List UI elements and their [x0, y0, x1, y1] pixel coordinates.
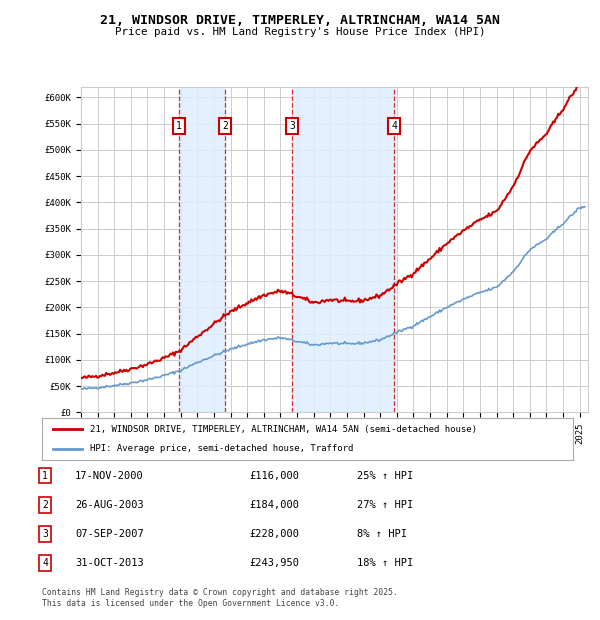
Text: 4: 4 — [42, 558, 48, 568]
Text: 21, WINDSOR DRIVE, TIMPERLEY, ALTRINCHAM, WA14 5AN: 21, WINDSOR DRIVE, TIMPERLEY, ALTRINCHAM… — [100, 14, 500, 27]
Text: £184,000: £184,000 — [249, 500, 299, 510]
Text: 27% ↑ HPI: 27% ↑ HPI — [357, 500, 413, 510]
Text: 4: 4 — [391, 121, 397, 131]
Text: £228,000: £228,000 — [249, 529, 299, 539]
Text: £116,000: £116,000 — [249, 471, 299, 480]
Text: 1: 1 — [42, 471, 48, 480]
Text: £243,950: £243,950 — [249, 558, 299, 568]
Text: 2: 2 — [42, 500, 48, 510]
Text: Price paid vs. HM Land Registry's House Price Index (HPI): Price paid vs. HM Land Registry's House … — [115, 27, 485, 37]
Text: 8% ↑ HPI: 8% ↑ HPI — [357, 529, 407, 539]
Text: 2: 2 — [222, 121, 228, 131]
Text: 25% ↑ HPI: 25% ↑ HPI — [357, 471, 413, 480]
Text: Contains HM Land Registry data © Crown copyright and database right 2025.
This d: Contains HM Land Registry data © Crown c… — [42, 588, 398, 608]
Text: 07-SEP-2007: 07-SEP-2007 — [75, 529, 144, 539]
Bar — [292, 87, 394, 412]
Text: 3: 3 — [289, 121, 295, 131]
Text: 31-OCT-2013: 31-OCT-2013 — [75, 558, 144, 568]
Text: 17-NOV-2000: 17-NOV-2000 — [75, 471, 144, 480]
Text: 18% ↑ HPI: 18% ↑ HPI — [357, 558, 413, 568]
Bar — [179, 87, 225, 412]
Text: 21, WINDSOR DRIVE, TIMPERLEY, ALTRINCHAM, WA14 5AN (semi-detached house): 21, WINDSOR DRIVE, TIMPERLEY, ALTRINCHAM… — [90, 425, 477, 434]
Text: 1: 1 — [176, 121, 182, 131]
Text: 3: 3 — [42, 529, 48, 539]
Text: 26-AUG-2003: 26-AUG-2003 — [75, 500, 144, 510]
Text: HPI: Average price, semi-detached house, Trafford: HPI: Average price, semi-detached house,… — [90, 444, 353, 453]
